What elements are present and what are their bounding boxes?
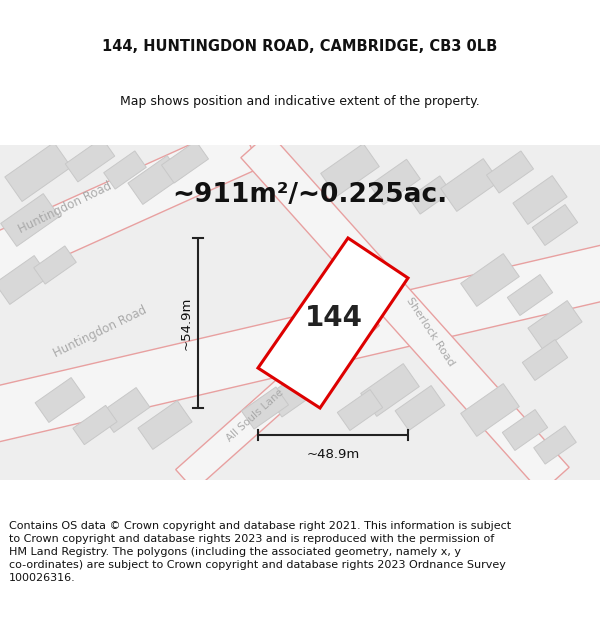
Text: Huntingdon Road: Huntingdon Road: [16, 180, 114, 236]
Text: ~911m²/~0.225ac.: ~911m²/~0.225ac.: [172, 182, 448, 208]
Polygon shape: [138, 401, 192, 449]
Polygon shape: [267, 367, 323, 417]
Polygon shape: [528, 301, 582, 349]
Polygon shape: [176, 304, 379, 491]
Text: Map shows position and indicative extent of the property.: Map shows position and indicative extent…: [120, 95, 480, 108]
Polygon shape: [320, 144, 379, 196]
Text: All Souls Lane: All Souls Lane: [224, 387, 286, 443]
Polygon shape: [409, 176, 451, 214]
Text: Contains OS data © Crown copyright and database right 2021. This information is : Contains OS data © Crown copyright and d…: [9, 521, 511, 583]
Polygon shape: [65, 138, 115, 182]
Polygon shape: [128, 156, 182, 204]
Text: ~48.9m: ~48.9m: [307, 448, 359, 461]
Polygon shape: [34, 246, 76, 284]
Polygon shape: [73, 406, 117, 444]
Polygon shape: [0, 122, 260, 302]
Text: Sherlock Road: Sherlock Road: [404, 296, 456, 368]
Text: Huntingdon Road: Huntingdon Road: [51, 304, 149, 360]
Polygon shape: [0, 235, 600, 452]
Polygon shape: [258, 238, 408, 408]
Polygon shape: [502, 409, 548, 451]
Text: 144, HUNTINGDON ROAD, CAMBRIDGE, CB3 0LB: 144, HUNTINGDON ROAD, CAMBRIDGE, CB3 0LB: [103, 39, 497, 54]
Polygon shape: [1, 194, 59, 246]
Polygon shape: [161, 141, 209, 183]
Polygon shape: [461, 384, 520, 436]
Polygon shape: [508, 274, 553, 316]
Polygon shape: [395, 386, 445, 431]
Text: 144: 144: [305, 304, 362, 332]
Polygon shape: [440, 159, 499, 211]
Polygon shape: [534, 426, 576, 464]
Polygon shape: [370, 159, 421, 205]
Polygon shape: [532, 204, 578, 246]
Polygon shape: [361, 364, 419, 416]
Polygon shape: [5, 142, 71, 201]
Polygon shape: [337, 389, 383, 431]
Polygon shape: [104, 151, 146, 189]
Polygon shape: [513, 176, 567, 224]
Polygon shape: [487, 151, 533, 193]
Polygon shape: [0, 256, 49, 304]
Polygon shape: [523, 339, 568, 381]
Polygon shape: [100, 388, 150, 432]
Polygon shape: [241, 132, 569, 493]
Polygon shape: [241, 387, 289, 429]
Text: ~54.9m: ~54.9m: [179, 296, 193, 350]
Polygon shape: [461, 254, 520, 306]
Polygon shape: [35, 378, 85, 423]
